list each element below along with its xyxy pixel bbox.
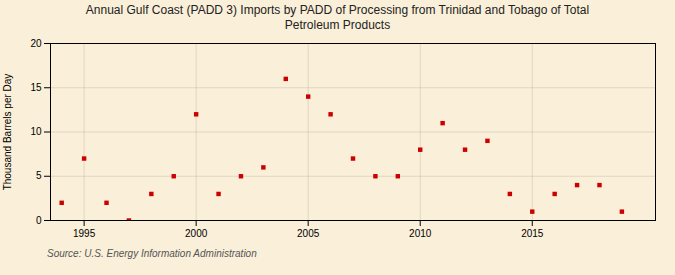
svg-text:2000: 2000 <box>185 228 208 239</box>
html-text:Annual Gulf Coast (PADD 3) Imp: Annual Gulf Coast (PADD 3) Imports by PA… <box>85 3 590 32</box>
svg-text:5: 5 <box>36 170 42 181</box>
svg-text:10: 10 <box>30 126 42 137</box>
svg-text:15: 15 <box>30 82 42 93</box>
svg-text:2005: 2005 <box>297 228 320 239</box>
svg-text:2010: 2010 <box>409 228 432 239</box>
svg-text:2015: 2015 <box>521 228 544 239</box>
html-text:Source: U.S. Energy Informatio: Source: U.S. Energy Information Administ… <box>47 248 257 259</box>
svg-text:20: 20 <box>30 38 42 49</box>
svg-text:0: 0 <box>36 215 42 226</box>
svg-text:Thousand Barrels per Day: Thousand Barrels per Day <box>2 74 13 191</box>
svg-text:1995: 1995 <box>73 228 96 239</box>
